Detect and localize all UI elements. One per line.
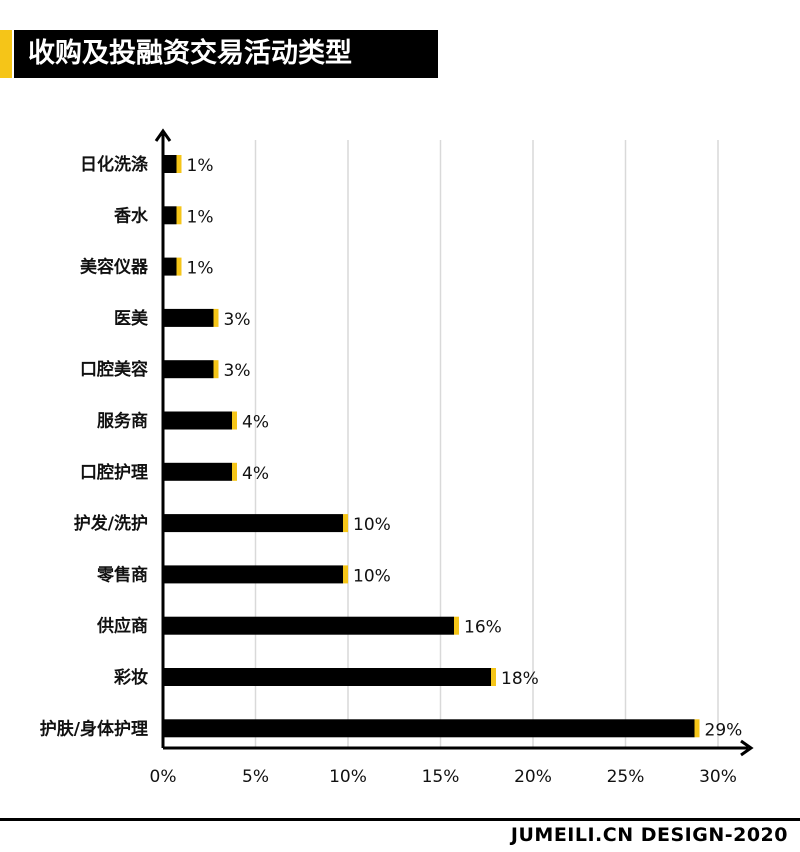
value-label: 29% bbox=[705, 720, 743, 740]
category-label: 香水 bbox=[114, 205, 149, 226]
axes bbox=[154, 128, 754, 757]
value-label: 3% bbox=[224, 310, 251, 330]
bar-cap bbox=[232, 411, 237, 430]
category-label: 日化洗涤 bbox=[80, 154, 148, 175]
bar-cap bbox=[232, 462, 237, 481]
value-label: 4% bbox=[242, 413, 269, 433]
x-tick-label: 15% bbox=[422, 767, 460, 787]
category-label: 护发/洗护 bbox=[74, 513, 148, 534]
category-label: 彩妆 bbox=[113, 667, 148, 688]
bar-cap bbox=[213, 360, 219, 379]
value-label: 18% bbox=[501, 669, 539, 689]
x-axis-arrow bbox=[740, 739, 754, 757]
value-label: 10% bbox=[353, 566, 391, 586]
category-label: 口腔美容 bbox=[80, 359, 148, 380]
gridlines bbox=[254, 140, 719, 748]
x-tick-label: 5% bbox=[242, 767, 269, 787]
value-label: 3% bbox=[224, 361, 251, 381]
x-tick-label: 20% bbox=[514, 767, 552, 787]
bar-cap bbox=[213, 308, 219, 327]
bar-cap bbox=[343, 514, 348, 533]
bar-cap bbox=[491, 668, 496, 686]
bar bbox=[163, 206, 177, 225]
value-label: 16% bbox=[464, 618, 502, 638]
category-label: 护肤/身体护理 bbox=[40, 718, 148, 739]
category-label: 零售商 bbox=[96, 564, 148, 585]
bar-cap bbox=[176, 206, 182, 225]
value-label: 4% bbox=[242, 464, 269, 484]
bar bbox=[163, 155, 177, 173]
bar-cap bbox=[176, 155, 182, 173]
bar bbox=[163, 257, 177, 276]
bars bbox=[163, 155, 700, 738]
chart-title: 收购及投融资交易活动类型 bbox=[14, 30, 438, 78]
bar bbox=[163, 360, 214, 379]
category-label: 口腔护理 bbox=[80, 462, 148, 483]
bar bbox=[163, 565, 343, 584]
bar bbox=[163, 514, 343, 533]
y-axis-arrow bbox=[154, 128, 172, 142]
bar-cap bbox=[176, 257, 182, 276]
bar-cap bbox=[454, 616, 459, 635]
x-tick-label: 10% bbox=[329, 767, 367, 787]
category-label: 医美 bbox=[114, 308, 149, 329]
bar-chart: 0% 5% 10% 15% 20% 25% 30% 日化洗涤 1% 香水 1% 美容仪器 1% 医美 3% 口… bbox=[40, 128, 754, 787]
footer-credit: JUMEILI.CN DESIGN-2020 bbox=[510, 824, 788, 846]
bar bbox=[163, 616, 454, 635]
title-accent-bar bbox=[0, 30, 12, 78]
bar-cap bbox=[694, 719, 700, 738]
footer-rule bbox=[0, 818, 800, 821]
bar bbox=[163, 668, 491, 686]
value-label: 1% bbox=[187, 259, 214, 279]
bar bbox=[163, 462, 232, 481]
x-tick-label: 30% bbox=[699, 767, 737, 787]
bar bbox=[163, 719, 695, 738]
bar bbox=[163, 411, 232, 430]
category-label: 美容仪器 bbox=[80, 257, 149, 278]
x-tick-label: 0% bbox=[150, 767, 177, 787]
value-label: 1% bbox=[187, 207, 214, 227]
category-label: 服务商 bbox=[97, 411, 148, 432]
bar-cap bbox=[343, 565, 348, 584]
labels: 0% 5% 10% 15% 20% 25% 30% 日化洗涤 1% 香水 1% 美容仪器 1% 医美 3% 口… bbox=[40, 154, 743, 787]
x-tick-label: 25% bbox=[607, 767, 645, 787]
category-label: 供应商 bbox=[96, 616, 148, 637]
value-label: 1% bbox=[187, 156, 214, 176]
value-label: 10% bbox=[353, 515, 391, 535]
bar bbox=[163, 308, 214, 327]
